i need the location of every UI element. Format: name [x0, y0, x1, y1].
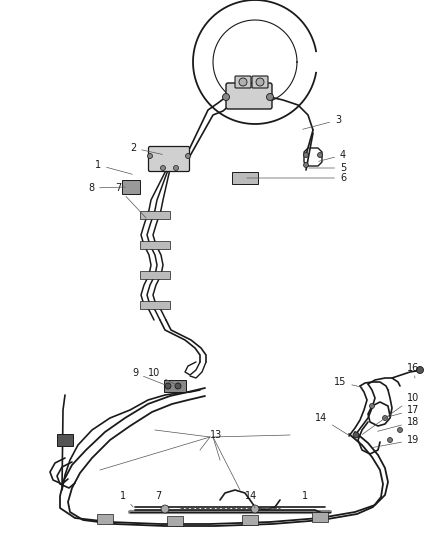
- Text: 15: 15: [334, 377, 362, 387]
- Bar: [122, 180, 140, 194]
- Circle shape: [417, 367, 424, 374]
- Circle shape: [186, 154, 191, 158]
- Text: 4: 4: [319, 150, 346, 161]
- Text: 16: 16: [407, 363, 419, 378]
- Circle shape: [382, 416, 388, 421]
- Circle shape: [165, 383, 171, 389]
- Text: 13: 13: [210, 430, 222, 440]
- FancyBboxPatch shape: [252, 76, 268, 88]
- Text: 1: 1: [95, 160, 132, 174]
- Text: 5: 5: [309, 163, 346, 173]
- Bar: [140, 271, 170, 279]
- Bar: [242, 515, 258, 525]
- Text: 14: 14: [245, 491, 257, 508]
- Bar: [312, 512, 328, 522]
- FancyBboxPatch shape: [226, 83, 272, 109]
- Bar: [57, 434, 73, 446]
- Bar: [232, 172, 258, 184]
- Circle shape: [239, 78, 247, 86]
- Circle shape: [388, 438, 392, 442]
- FancyBboxPatch shape: [235, 76, 251, 88]
- Circle shape: [370, 403, 374, 408]
- Text: 6: 6: [247, 173, 346, 183]
- Text: 10: 10: [148, 368, 176, 385]
- Circle shape: [223, 93, 230, 101]
- Circle shape: [318, 152, 322, 157]
- Bar: [167, 516, 183, 526]
- Bar: [140, 211, 170, 219]
- Text: 17: 17: [387, 405, 419, 417]
- Bar: [140, 241, 170, 249]
- Circle shape: [175, 383, 181, 389]
- Text: 1: 1: [120, 491, 133, 507]
- Circle shape: [160, 166, 166, 171]
- Text: 14: 14: [315, 413, 348, 434]
- Circle shape: [251, 505, 259, 513]
- Text: 7: 7: [115, 183, 146, 218]
- Bar: [164, 380, 186, 392]
- Text: 1: 1: [302, 491, 309, 506]
- Circle shape: [398, 427, 403, 432]
- Bar: [140, 301, 170, 309]
- Circle shape: [256, 78, 264, 86]
- FancyBboxPatch shape: [148, 147, 190, 172]
- Bar: [97, 514, 113, 524]
- Circle shape: [266, 93, 273, 101]
- Text: 18: 18: [378, 417, 419, 431]
- Circle shape: [161, 505, 169, 513]
- Text: 10: 10: [362, 393, 419, 434]
- Text: 8: 8: [88, 183, 125, 193]
- Circle shape: [353, 432, 359, 438]
- Text: 19: 19: [373, 435, 419, 448]
- Text: 2: 2: [130, 143, 162, 155]
- Circle shape: [148, 154, 152, 158]
- Circle shape: [173, 166, 179, 171]
- Text: 3: 3: [303, 115, 341, 130]
- Circle shape: [304, 152, 308, 157]
- Text: 9: 9: [132, 368, 166, 385]
- Circle shape: [304, 163, 308, 167]
- Text: 7: 7: [155, 491, 164, 506]
